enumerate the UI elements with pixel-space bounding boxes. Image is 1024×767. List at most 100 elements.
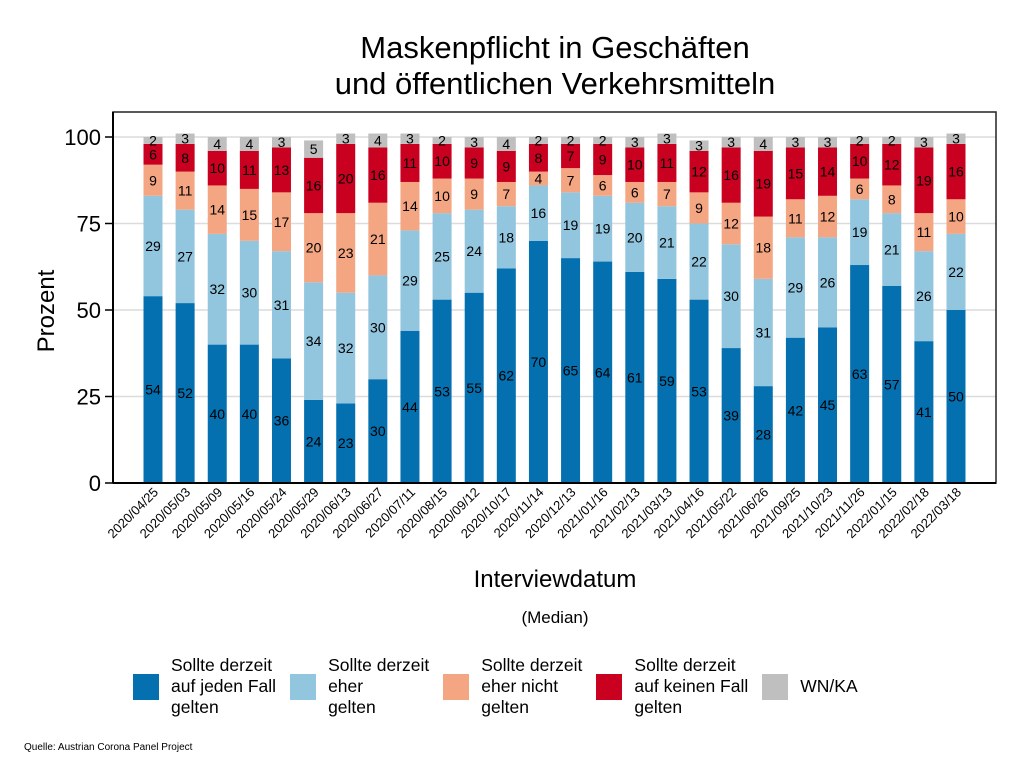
bar-segment bbox=[882, 143, 902, 186]
data-label: 29 bbox=[788, 280, 804, 296]
bar-segment bbox=[561, 143, 581, 169]
data-label: 8 bbox=[888, 191, 896, 207]
data-label: 16 bbox=[948, 164, 964, 180]
data-label: 57 bbox=[884, 376, 900, 392]
data-label: 21 bbox=[659, 235, 675, 251]
bar-segment bbox=[914, 213, 934, 252]
bar-segment bbox=[432, 178, 452, 214]
data-label: 21 bbox=[370, 231, 386, 247]
bar-segment bbox=[785, 237, 805, 338]
data-label: 14 bbox=[820, 164, 836, 180]
bar-segment bbox=[528, 143, 548, 172]
bar-segment bbox=[432, 213, 452, 300]
bar-segment bbox=[400, 330, 420, 483]
bar-segment bbox=[368, 202, 388, 276]
bar-segment bbox=[336, 292, 356, 404]
y-tick-label: 75 bbox=[77, 212, 101, 237]
bar-segment bbox=[143, 143, 163, 165]
data-label: 41 bbox=[916, 404, 932, 420]
bar-segment bbox=[657, 206, 677, 279]
bar-segment bbox=[593, 195, 613, 262]
data-label: 6 bbox=[856, 181, 864, 197]
bar-segment bbox=[175, 171, 195, 210]
bars bbox=[143, 133, 966, 483]
bar-segment bbox=[496, 150, 516, 182]
bar-segment bbox=[464, 147, 484, 179]
bar-segment bbox=[721, 244, 741, 349]
data-label: 3 bbox=[278, 134, 286, 150]
data-label: 9 bbox=[470, 186, 478, 202]
data-label: 7 bbox=[663, 186, 671, 202]
bar-segment bbox=[528, 185, 548, 241]
bar-segment bbox=[818, 237, 838, 328]
bar-segment bbox=[143, 296, 163, 483]
data-label: 9 bbox=[599, 151, 607, 167]
data-label: 2 bbox=[535, 132, 543, 148]
source-note: Quelle: Austrian Corona Panel Project bbox=[24, 742, 193, 753]
bar-segment bbox=[753, 386, 773, 483]
bar-segment bbox=[464, 137, 484, 148]
bar-segment bbox=[625, 202, 645, 272]
bar-segment bbox=[143, 195, 163, 297]
data-label: 10 bbox=[948, 209, 964, 225]
data-label: 7 bbox=[567, 172, 575, 188]
bar-segment bbox=[400, 143, 420, 182]
bar-segment bbox=[657, 143, 677, 182]
bar-segment bbox=[946, 133, 966, 144]
bar-segment bbox=[432, 299, 452, 483]
data-label: 4 bbox=[213, 136, 221, 152]
data-label: 40 bbox=[242, 406, 258, 422]
bar-segment bbox=[914, 147, 934, 214]
data-label: 7 bbox=[502, 186, 510, 202]
data-label: 52 bbox=[177, 385, 193, 401]
bar-segment bbox=[946, 199, 966, 234]
data-label: 26 bbox=[820, 274, 836, 290]
bar-segment bbox=[496, 137, 516, 151]
data-label: 3 bbox=[920, 134, 928, 150]
bar-segment bbox=[785, 147, 805, 200]
y-tick-label: 25 bbox=[77, 385, 101, 410]
bar-segment bbox=[304, 213, 324, 283]
bar-segment bbox=[946, 310, 966, 483]
bar-segment bbox=[561, 137, 581, 144]
bar-segment bbox=[657, 278, 677, 483]
data-label: 3 bbox=[727, 134, 735, 150]
bar-segment bbox=[400, 133, 420, 144]
data-label: 54 bbox=[145, 382, 161, 398]
bar-segment bbox=[143, 164, 163, 196]
bar-segment bbox=[625, 181, 645, 203]
bar-segment bbox=[271, 137, 291, 148]
data-label: 16 bbox=[370, 167, 386, 183]
chart-title: Maskenpflicht in Geschäften und öffentli… bbox=[0, 30, 1024, 102]
data-label: 53 bbox=[691, 383, 707, 399]
bar-segment bbox=[850, 199, 870, 266]
bar-segment bbox=[593, 261, 613, 483]
data-label: 3 bbox=[181, 131, 189, 147]
bar-segment bbox=[785, 199, 805, 238]
legend-label: Sollte derzeit auf jeden Fall gelten bbox=[171, 655, 277, 717]
data-label: 7 bbox=[567, 148, 575, 164]
data-label: 31 bbox=[755, 324, 771, 340]
data-label: 4 bbox=[502, 136, 510, 152]
data-label: 40 bbox=[209, 406, 225, 422]
data-label: 19 bbox=[595, 221, 611, 237]
bar-segment bbox=[207, 344, 227, 483]
data-label: 36 bbox=[274, 413, 290, 429]
chart-title-line-2: und öffentlichen Verkehrsmitteln bbox=[334, 66, 776, 101]
bar-segment bbox=[818, 195, 838, 238]
bar-segment bbox=[368, 133, 388, 148]
bar-segment bbox=[561, 258, 581, 483]
data-label: 2 bbox=[567, 132, 575, 148]
data-label: 13 bbox=[274, 162, 290, 178]
bar-segment bbox=[850, 137, 870, 144]
bar-segment bbox=[785, 337, 805, 483]
data-label: 10 bbox=[627, 157, 643, 173]
data-label: 59 bbox=[659, 373, 675, 389]
data-label: 3 bbox=[663, 131, 671, 147]
data-label: 12 bbox=[723, 216, 739, 232]
legend-label: Sollte derzeit auf keinen Fall gelten bbox=[634, 655, 749, 717]
data-label: 8 bbox=[181, 150, 189, 166]
legend: Sollte derzeit auf jeden Fall gelten Soll… bbox=[133, 655, 872, 718]
bar-segment bbox=[593, 175, 613, 196]
bar-segment bbox=[304, 399, 324, 483]
